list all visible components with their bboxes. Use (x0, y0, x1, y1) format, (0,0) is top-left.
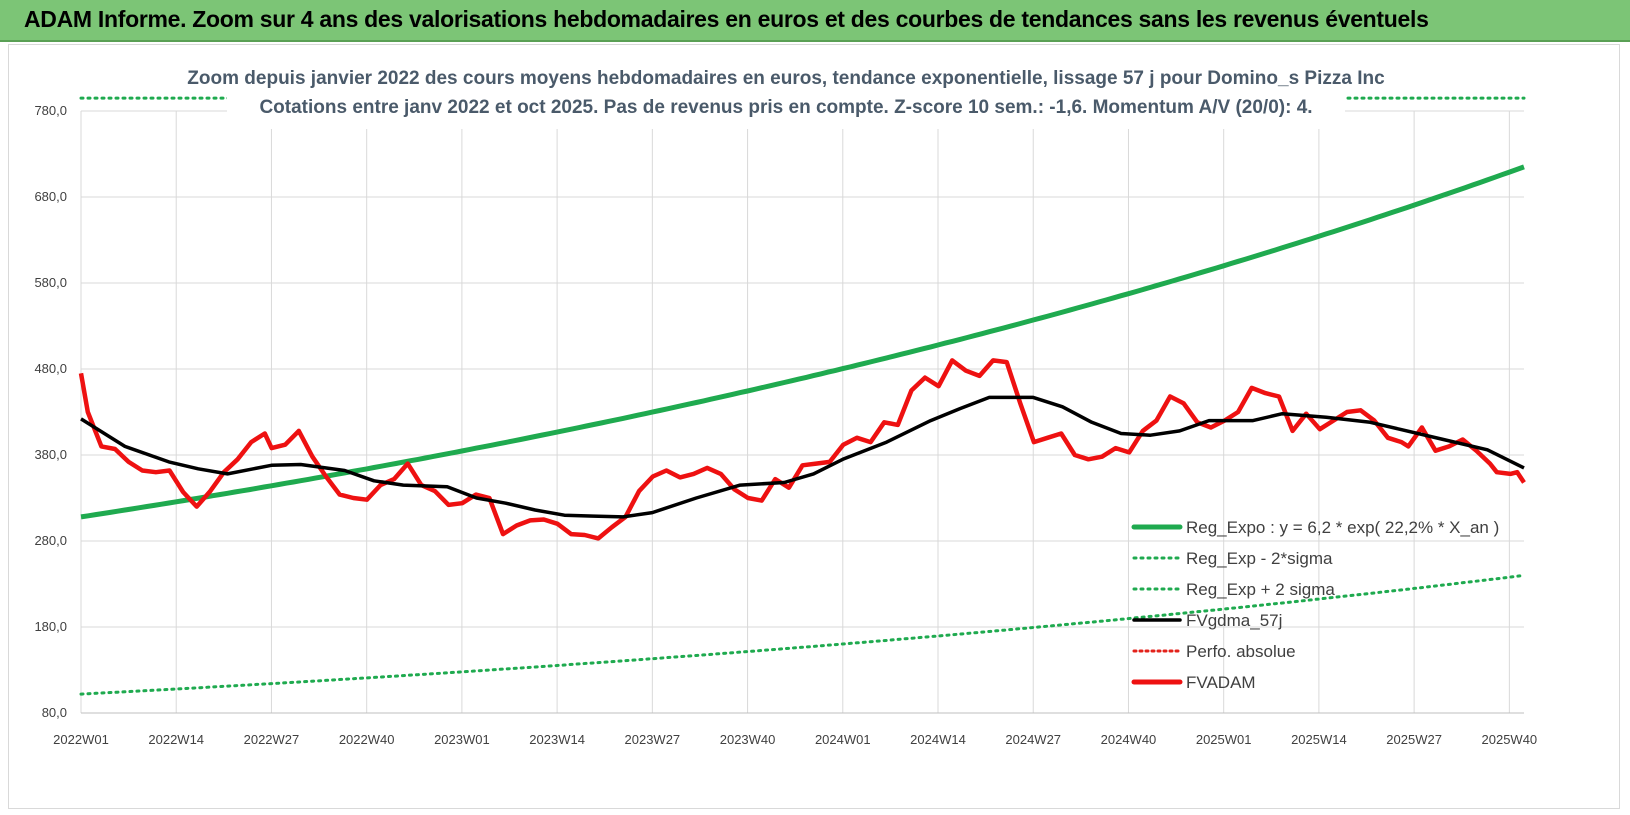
x-tick-label: 2025W14 (1291, 732, 1347, 747)
x-tick-label: 2025W40 (1482, 732, 1538, 747)
y-tick-label: 680,0 (34, 189, 67, 204)
x-axis: 2022W01 2022W14 2022W27 2022W40 2023W01 2023W… (53, 712, 1538, 747)
legend-label: Reg_Exp + 2 sigma (1186, 580, 1335, 599)
price-trend-chart: 80,0180,0280,0380,0480,0580,0680,0780,0 … (34, 59, 1538, 747)
x-tick-label: 2022W14 (148, 732, 204, 747)
y-tick-label: 280,0 (34, 533, 67, 548)
x-tick-label: 2022W40 (339, 732, 395, 747)
y-tick-label: 80,0 (42, 705, 67, 720)
x-tick-label: 2024W14 (910, 732, 966, 747)
x-tick-label: 2023W40 (720, 732, 776, 747)
y-tick-label: 780,0 (34, 103, 67, 118)
series-fvgdma-57j (80, 395, 1525, 519)
series-reg-expo (80, 164, 1525, 520)
x-tick-label: 2023W27 (625, 732, 681, 747)
legend-label: Reg_Exp - 2*sigma (1186, 549, 1333, 568)
x-tick-label: 2025W27 (1386, 732, 1442, 747)
x-tick-label: 2025W01 (1196, 732, 1252, 747)
y-tick-label: 480,0 (34, 361, 67, 376)
grid (80, 110, 1524, 714)
y-tick-label: 580,0 (34, 275, 67, 290)
x-tick-label: 2023W01 (434, 732, 490, 747)
y-tick-label: 380,0 (34, 447, 67, 462)
chart-frame: 80,0 180,0 280,0 380,0 480,0 580,0 680,0 780,0 … (8, 44, 1620, 809)
x-tick-label: 2023W14 (529, 732, 585, 747)
legend-label: Reg_Expo : y = 6,2 * exp( 22,2% * X_an ) (1186, 518, 1499, 537)
x-tick-label: 2022W01 (53, 732, 109, 747)
report-banner: ADAM Informe. Zoom sur 4 ans des valoris… (0, 0, 1630, 42)
chart-title-line-2: Cotations entre janv 2022 et oct 2025. P… (259, 97, 1312, 118)
chart-title-line-1: Zoom depuis janvier 2022 des cours moyen… (187, 68, 1385, 89)
series-reg-exp-minus-2sigma (79, 573, 1526, 696)
legend-label: FVADAM (1186, 673, 1256, 692)
series-fvadam (78, 358, 1526, 541)
legend: Reg_Expo : y = 6,2 * exp( 22,2% * X_an )… (1131, 518, 1499, 692)
y-tick-label: 180,0 (34, 619, 67, 634)
x-tick-label: 2024W40 (1101, 732, 1157, 747)
series-group (78, 96, 1526, 696)
x-tick-label: 2024W01 (815, 732, 871, 747)
x-tick-label: 2022W27 (244, 732, 300, 747)
x-tick-label: 2024W27 (1005, 732, 1061, 747)
legend-label: FVgdma_57j (1186, 611, 1282, 630)
legend-label: Perfo. absolue (1186, 642, 1296, 661)
chart-title-background (227, 59, 1345, 129)
report-title: ADAM Informe. Zoom sur 4 ans des valoris… (24, 6, 1429, 32)
y-axis: 80,0 180,0 280,0 380,0 480,0 580,0 680,0 780,0 (34, 103, 67, 720)
